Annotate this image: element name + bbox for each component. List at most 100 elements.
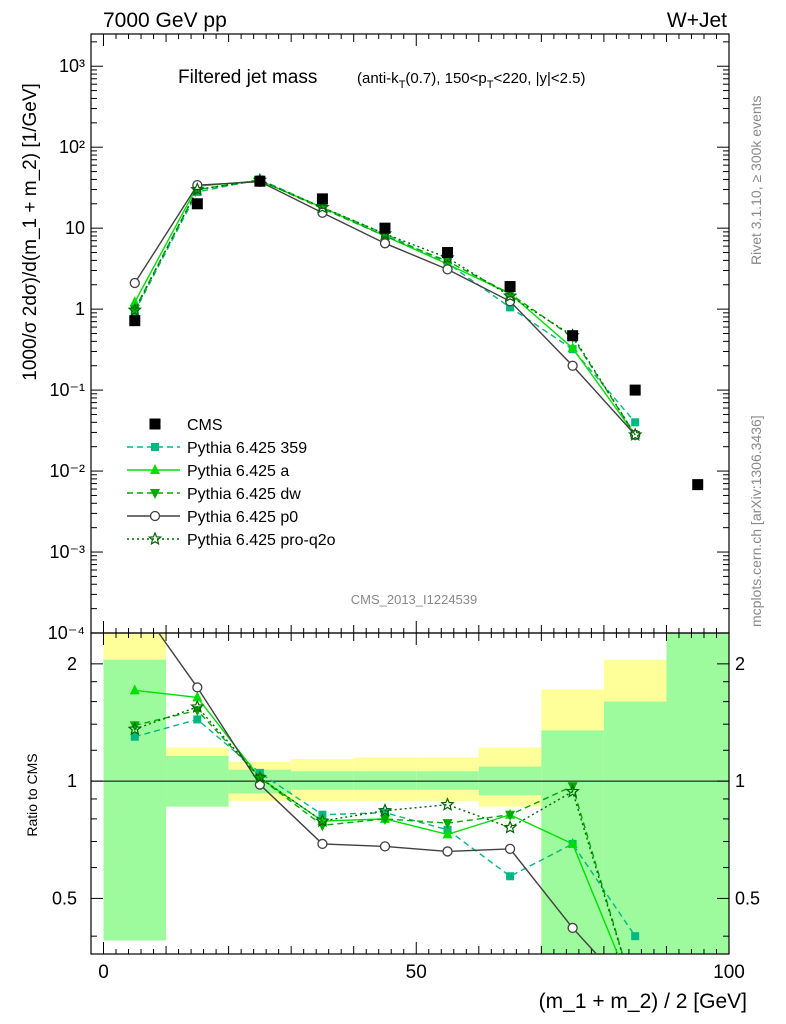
- legend-marker: [149, 418, 161, 430]
- ratio-tick-label-right: 1: [735, 771, 745, 791]
- series-point: [129, 296, 140, 307]
- ratio-tick-label-right: 0.5: [735, 888, 760, 908]
- series-line: [134, 180, 636, 436]
- ratio-tick-label: 2: [67, 654, 77, 674]
- legend-marker: [151, 443, 159, 451]
- series-point: [502, 288, 518, 303]
- ratio-point: [315, 813, 330, 828]
- ratio-point: [504, 843, 516, 855]
- data-point: [629, 384, 641, 396]
- legend: CMS Pythia 6.425 359 Pythia 6.425 a Pythia …: [127, 417, 336, 549]
- series-point: [506, 303, 515, 312]
- band-green-0: [103, 659, 167, 941]
- series-point: [317, 207, 328, 218]
- series-line: [134, 179, 636, 436]
- plot-title-cuts: (anti-kT(0.7), 150<pT<220, |y|<2.5): [357, 70, 586, 91]
- series-point: [190, 181, 205, 196]
- ratio-line: [134, 706, 623, 954]
- band-green-9: [666, 633, 729, 954]
- series-point: [379, 238, 391, 249]
- ratio-point: [192, 682, 203, 693]
- ratio-point: [190, 699, 205, 714]
- y-tick-label: 10²: [59, 137, 85, 157]
- analysis-id: CMS_2013_I1224539: [351, 592, 478, 607]
- ratio-point: [130, 732, 139, 741]
- mcplots-label: mcplots.cern.ch [arXiv:1306.3436]: [748, 415, 764, 627]
- series-point: [315, 199, 330, 214]
- band-green-4: [353, 771, 417, 790]
- data-point: [442, 247, 454, 259]
- data-point: [567, 330, 579, 342]
- y-axis-label: 1000/σ 2dσ)/d(m_1 + m_2) [1/GeV]: [20, 83, 41, 381]
- series-point: [631, 418, 640, 427]
- ratio-tick-label: 0.5: [52, 888, 77, 908]
- y-tick-label: 10³: [59, 56, 85, 76]
- main-plot-frame: 10⁻⁴ 10⁻³ 10⁻² 10⁻¹ 1 10 10² 10³: [48, 33, 730, 643]
- ratio-point: [317, 838, 328, 850]
- x-tick-label: 50: [406, 962, 427, 983]
- rivet-label: Rivet 3.1.10, ≥ 300k events: [748, 95, 764, 265]
- legend-marker: [150, 489, 160, 499]
- x-axis-label: (m_1 + m_2) / 2 [GeV]: [539, 990, 747, 1013]
- x-tick-label: 0: [98, 962, 109, 983]
- ratio-series-group: [127, 633, 640, 954]
- y-tick-label: 1: [75, 299, 85, 319]
- data-point: [692, 479, 704, 491]
- ratio-point: [129, 684, 140, 695]
- ratio-point: [252, 770, 268, 784]
- y-tick-label: 10⁻³: [49, 542, 85, 562]
- y-tick-label: 10⁻⁴: [48, 623, 85, 643]
- series-point: [129, 277, 140, 289]
- ratio-point: [506, 872, 515, 881]
- ratio-point: [127, 721, 142, 736]
- plot-title-main: Filtered jet mass: [178, 67, 317, 88]
- ratio-point: [505, 810, 516, 821]
- legend-marker: [147, 531, 163, 546]
- ratio-point: [192, 691, 203, 702]
- data-point: [504, 281, 516, 293]
- legend-label: CMS: [187, 417, 223, 434]
- ratio-point: [193, 715, 202, 724]
- band-green-5: [416, 771, 479, 790]
- series-point: [567, 360, 578, 371]
- plot-title: Filtered jet mass: [178, 67, 317, 88]
- legend-label: Pythia 6.425 359: [187, 440, 307, 457]
- legend-label: Pythia 6.425 a: [187, 463, 289, 480]
- series-point: [567, 342, 578, 353]
- legend-label: Pythia 6.425 dw: [187, 486, 301, 503]
- series-line: [134, 180, 636, 436]
- header-right: W+Jet: [667, 9, 727, 32]
- main-series-group: [127, 172, 704, 491]
- ratio-point: [254, 773, 265, 784]
- ratio-point: [379, 814, 390, 825]
- ratio-tick-label: 1: [67, 771, 77, 791]
- data-point: [379, 222, 391, 234]
- series-point: [127, 302, 142, 317]
- ratio-point: [567, 837, 578, 848]
- legend-label: Pythia 6.425 p0: [187, 509, 298, 526]
- ratio-point: [567, 782, 578, 793]
- data-point: [254, 175, 266, 187]
- legend-label: Pythia 6.425 pro-q2o: [187, 532, 336, 549]
- ratio-y-axis-label: Ratio to CMS: [24, 753, 40, 836]
- ratio-point: [129, 721, 140, 732]
- band-green-8: [603, 701, 667, 954]
- data-point: [129, 315, 141, 327]
- ratio-point: [440, 797, 455, 811]
- header-left: 7000 GeV pp: [103, 9, 227, 32]
- data-point: [316, 193, 328, 205]
- legend-marker: [149, 510, 161, 522]
- ratio-point: [502, 820, 518, 834]
- series-line: [134, 178, 636, 423]
- ratio-point: [565, 784, 580, 798]
- y-tick-label: 10: [65, 218, 85, 238]
- ratio-uncertainty-bands: [103, 633, 729, 954]
- ratio-point: [379, 841, 391, 852]
- ratio-line: [134, 709, 624, 954]
- legend-marker: [150, 464, 160, 474]
- series-point: [628, 427, 643, 441]
- y-tick-label: 10⁻²: [49, 461, 85, 481]
- band-green-3: [291, 771, 354, 790]
- x-tick-label: 100: [713, 962, 745, 983]
